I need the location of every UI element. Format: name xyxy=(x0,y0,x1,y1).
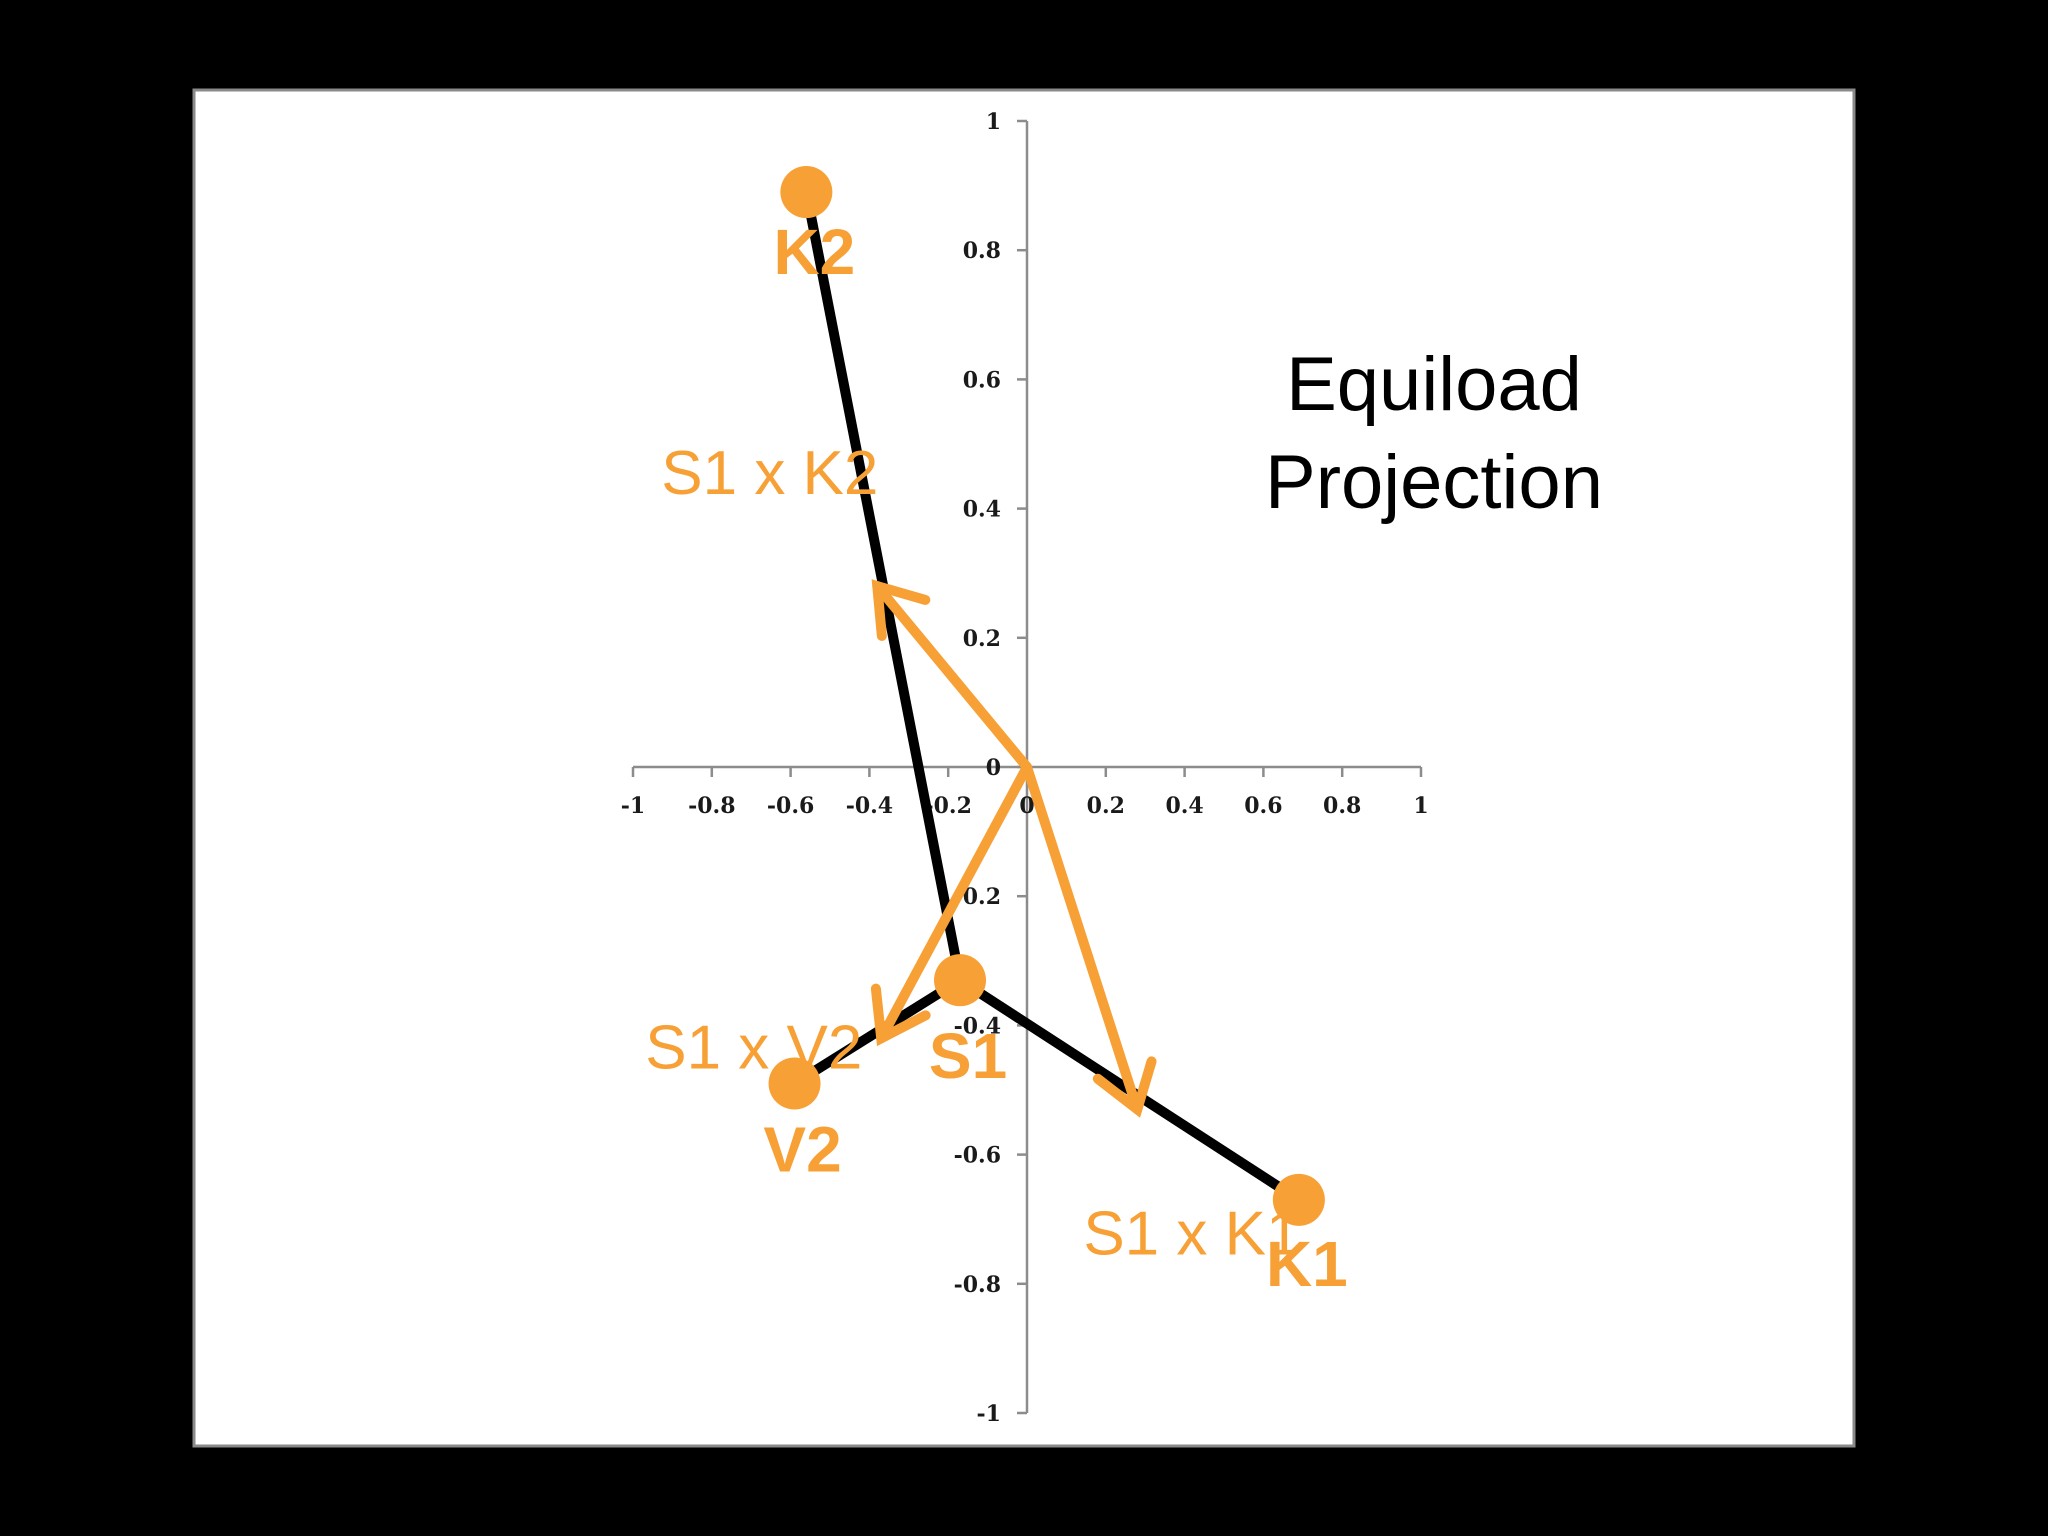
x-tick-label: 1 xyxy=(1413,793,1428,819)
point-label-k1: K1 xyxy=(1266,1228,1348,1300)
x-tick-label: 0.4 xyxy=(1165,793,1203,819)
y-tick-label: -0.6 xyxy=(954,1143,1001,1169)
x-tick-label: 0 xyxy=(1019,793,1034,819)
x-tick-label: 0.8 xyxy=(1323,793,1361,819)
x-tick-label: -0.8 xyxy=(688,793,735,819)
x-tick-label: -0.4 xyxy=(846,793,893,819)
y-tick-label: 0.8 xyxy=(963,238,1001,264)
point-v2 xyxy=(768,1057,821,1110)
y-tick-label: -1 xyxy=(977,1401,1001,1427)
point-label-v2: V2 xyxy=(763,1114,841,1186)
y-tick-label: 0.4 xyxy=(963,497,1001,523)
point-label-k2: K2 xyxy=(773,216,855,288)
x-tick-label: -0.6 xyxy=(767,793,814,819)
y-tick-label: -0.4 xyxy=(954,1013,1001,1039)
chart-title-line-1: Equiload xyxy=(1286,342,1582,427)
point-label-s1: S1 xyxy=(929,1020,1007,1092)
point-s1 xyxy=(934,954,987,1007)
y-tick-label: 0.2 xyxy=(963,626,1001,652)
vector-s1-x-k1 xyxy=(1022,762,1143,1115)
vector-label-s1-x-k2: S1 x K2 xyxy=(661,439,878,508)
y-tick-label: -0.8 xyxy=(954,1272,1001,1298)
vector-s1-x-k2 xyxy=(872,581,1032,772)
vector-s1-x-v2 xyxy=(876,762,1032,1044)
point-k1 xyxy=(1272,1173,1325,1226)
vector-arrowhead-s1-x-k1 xyxy=(1092,1056,1157,1118)
point-k2 xyxy=(780,166,833,219)
x-tick-label: -1 xyxy=(621,793,645,819)
y-tick-label: 0 xyxy=(986,755,1001,781)
x-tick-label: 0.2 xyxy=(1087,793,1125,819)
vector-arrowhead-s1-x-v2 xyxy=(870,983,931,1047)
vector-label-s1-x-k1: S1 x K1 xyxy=(1083,1199,1300,1268)
y-tick-label: 1 xyxy=(986,109,1001,135)
vector-arrowhead-s1-x-k2 xyxy=(871,579,931,641)
vector-label-s1-x-v2: S1 x V2 xyxy=(645,1013,862,1082)
x-tick-label: 0.6 xyxy=(1244,793,1282,819)
chart-title-line-2: Projection xyxy=(1265,440,1603,525)
y-tick-label: 0.6 xyxy=(963,367,1001,393)
